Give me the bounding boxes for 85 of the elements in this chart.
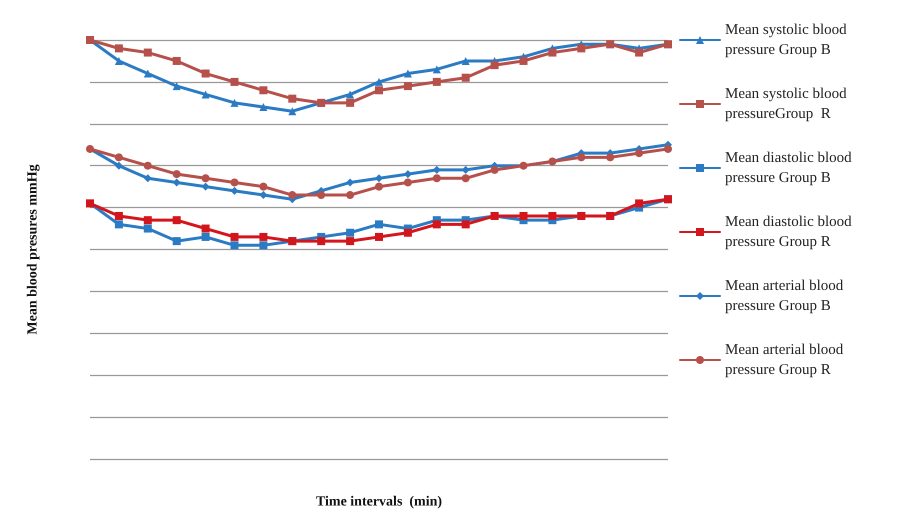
- point: [202, 232, 210, 241]
- point: [606, 153, 614, 162]
- point: [288, 94, 296, 103]
- point: [375, 78, 383, 86]
- point: [144, 70, 152, 78]
- point: [288, 191, 296, 200]
- point: [202, 224, 210, 233]
- legend-label: Mean arterial blood pressure Group R: [725, 342, 848, 378]
- point: [375, 232, 383, 241]
- point: [346, 191, 354, 200]
- point: [520, 212, 528, 220]
- legend-label: Mean diastolic blood pressure Group R: [725, 214, 856, 250]
- point: [548, 212, 556, 220]
- point: [172, 170, 181, 178]
- point: [346, 237, 354, 246]
- point: [259, 241, 268, 250]
- point: [230, 78, 238, 86]
- point: [375, 174, 383, 182]
- point: [172, 216, 181, 224]
- point: [404, 178, 412, 186]
- point: [114, 153, 123, 162]
- point: [577, 153, 586, 162]
- point: [288, 107, 296, 116]
- point: [635, 199, 644, 208]
- point: [114, 220, 123, 228]
- point: [577, 44, 586, 52]
- point: [202, 70, 210, 78]
- legend-label: Mean systolic blood pressureGroup R: [725, 86, 850, 122]
- point: [635, 149, 644, 158]
- point: [230, 241, 238, 250]
- point: [317, 237, 326, 246]
- point: [375, 86, 383, 94]
- point: [346, 90, 354, 98]
- point: [404, 170, 412, 178]
- point: [462, 56, 470, 65]
- point: [404, 228, 412, 237]
- point: [230, 186, 238, 195]
- point: [230, 98, 238, 107]
- point: [114, 162, 123, 170]
- point: [462, 74, 470, 82]
- point: [375, 220, 383, 228]
- point: [432, 174, 441, 182]
- point: [432, 220, 441, 228]
- point: [230, 178, 238, 186]
- point: [259, 103, 268, 112]
- point: [172, 178, 181, 186]
- point: [317, 191, 326, 200]
- point: [202, 174, 210, 182]
- point: [490, 61, 499, 70]
- point: [259, 182, 268, 191]
- point: [114, 212, 123, 220]
- point: [259, 86, 268, 94]
- point: [144, 216, 152, 224]
- point: [172, 82, 181, 90]
- point: [548, 48, 556, 57]
- point: [462, 174, 470, 182]
- x-axis-title: Time intervals (min): [316, 494, 442, 510]
- point: [375, 182, 383, 191]
- point: [230, 232, 238, 241]
- point: [432, 78, 441, 86]
- legend-label: Mean diastolic blood pressure Group B: [725, 150, 856, 186]
- point: [144, 174, 152, 182]
- point: [202, 182, 210, 191]
- legend-label: Mean arterial blood pressure Group B: [725, 278, 848, 314]
- point: [259, 232, 268, 241]
- point: [144, 48, 152, 57]
- point: [144, 162, 152, 170]
- point: [172, 56, 181, 65]
- legend-label: Mean systolic blood pressure Group B: [725, 22, 850, 58]
- point: [114, 44, 123, 52]
- point: [114, 56, 123, 65]
- point: [172, 237, 181, 246]
- point: [346, 98, 354, 107]
- point: [432, 65, 441, 74]
- point: [462, 220, 470, 228]
- point: [404, 70, 412, 78]
- point: [202, 90, 210, 98]
- point: [664, 144, 672, 153]
- point: [404, 82, 412, 90]
- y-axis-title: Mean blood presures mmHg: [26, 164, 40, 335]
- point: [635, 48, 644, 57]
- point: [346, 228, 354, 237]
- point: [490, 166, 499, 174]
- point: [144, 224, 152, 233]
- point: [520, 56, 528, 65]
